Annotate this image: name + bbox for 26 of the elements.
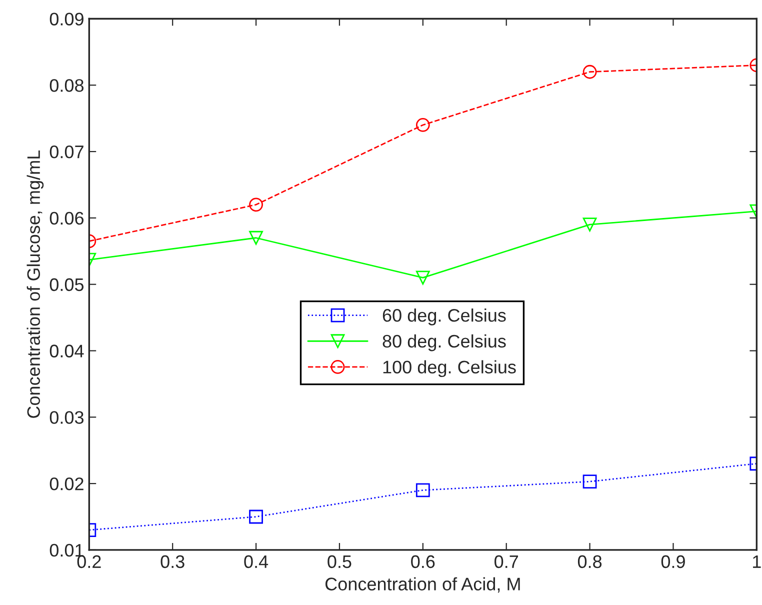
x-axis-title: Concentration of Acid, M	[325, 577, 520, 593]
x-tick-label: 0.3	[160, 555, 184, 568]
y-tick-label: 0.08	[50, 79, 84, 92]
x-tick-label: 0.8	[578, 555, 602, 568]
y-tick-label: 0.07	[50, 145, 84, 158]
point	[416, 483, 430, 498]
y-tick-label: 0.06	[50, 212, 84, 225]
y-axis-title: Concentration of Glucose, mg/mL	[26, 150, 44, 418]
point	[416, 118, 430, 132]
legend-label: 100 deg. Celsius	[383, 360, 516, 378]
y-tick-label: 0.04	[50, 344, 84, 358]
y-tick-label: 0.02	[50, 477, 84, 490]
x-tick-label: 0.7	[494, 555, 518, 568]
x-tick-label: 0.2	[77, 555, 101, 568]
x-tick-label: 1	[753, 555, 761, 568]
x-tick-label: 0.6	[411, 555, 435, 568]
y-tick-label: 0.01	[50, 544, 84, 557]
y-tick-label: 0.09	[50, 12, 84, 26]
point	[416, 270, 430, 285]
legend-label: 60 deg. Celsius	[382, 308, 506, 326]
x-tick-label: 0.4	[244, 555, 268, 568]
x-tick-label: 0.5	[328, 555, 352, 568]
y-tick-label: 0.05	[50, 278, 84, 292]
y-tick-label: 0.03	[50, 411, 84, 424]
legend-label: 80 deg. Celsius	[382, 334, 506, 352]
x-tick-label: 0.9	[661, 555, 685, 568]
